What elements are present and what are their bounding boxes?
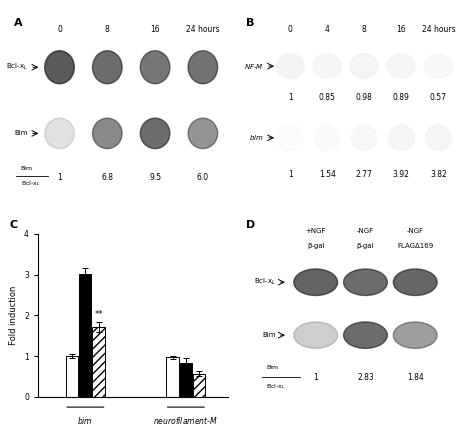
Text: $\it{bim}$: $\it{bim}$ <box>77 415 93 426</box>
Text: **: ** <box>94 310 103 318</box>
Bar <box>92 327 105 397</box>
Text: Bim: Bim <box>14 131 27 136</box>
Text: $NF$-$M$: $NF$-$M$ <box>244 62 264 71</box>
Text: 2.83: 2.83 <box>357 373 374 381</box>
Ellipse shape <box>140 118 170 149</box>
Text: -NGF: -NGF <box>357 228 374 234</box>
Text: 16: 16 <box>396 26 406 34</box>
Ellipse shape <box>294 322 337 348</box>
Y-axis label: Fold induction: Fold induction <box>9 286 18 345</box>
Text: 8: 8 <box>105 26 109 34</box>
Ellipse shape <box>344 322 387 348</box>
Text: 0: 0 <box>288 26 292 34</box>
Text: +NGF: +NGF <box>305 228 326 234</box>
Ellipse shape <box>424 54 453 78</box>
Text: 8: 8 <box>362 26 366 34</box>
Text: 4: 4 <box>325 26 329 34</box>
Ellipse shape <box>393 322 437 348</box>
Text: 0: 0 <box>57 26 62 34</box>
Text: 1: 1 <box>313 373 318 381</box>
Ellipse shape <box>277 125 303 150</box>
Ellipse shape <box>344 269 387 295</box>
Bar <box>66 356 78 397</box>
Ellipse shape <box>388 125 414 150</box>
Text: β-gal: β-gal <box>307 243 324 250</box>
Text: β-gal: β-gal <box>357 243 374 250</box>
Text: A: A <box>14 18 23 28</box>
Ellipse shape <box>45 51 74 84</box>
Text: 6.8: 6.8 <box>101 173 113 182</box>
Text: 3.82: 3.82 <box>430 170 447 179</box>
Ellipse shape <box>387 54 415 78</box>
Text: 1.84: 1.84 <box>407 373 424 381</box>
Ellipse shape <box>92 118 122 149</box>
Ellipse shape <box>314 125 340 150</box>
Text: 1: 1 <box>288 93 292 101</box>
Ellipse shape <box>294 269 337 295</box>
Text: 24 hours: 24 hours <box>186 26 219 34</box>
Ellipse shape <box>313 54 341 78</box>
Text: D: D <box>246 220 256 231</box>
Text: 0.57: 0.57 <box>430 93 447 101</box>
Text: Bcl-x$_L$: Bcl-x$_L$ <box>254 277 276 288</box>
Text: Bim: Bim <box>21 165 33 171</box>
Text: $bim$: $bim$ <box>249 133 264 142</box>
Text: 0.89: 0.89 <box>393 93 410 101</box>
Text: 0.85: 0.85 <box>319 93 336 101</box>
Text: 3.92: 3.92 <box>393 170 410 179</box>
Ellipse shape <box>92 51 122 84</box>
Text: Bim: Bim <box>263 332 276 338</box>
Ellipse shape <box>393 269 437 295</box>
Text: 2.77: 2.77 <box>356 170 373 179</box>
Text: $\it{neurofilament}$-$\it{M}$: $\it{neurofilament}$-$\it{M}$ <box>154 415 218 426</box>
Bar <box>193 374 205 397</box>
Ellipse shape <box>45 118 74 149</box>
Ellipse shape <box>350 54 378 78</box>
Text: Bcl-x$_L$: Bcl-x$_L$ <box>6 62 27 72</box>
Ellipse shape <box>351 125 377 150</box>
Text: 16: 16 <box>150 26 160 34</box>
Text: 1: 1 <box>57 173 62 182</box>
Ellipse shape <box>276 54 304 78</box>
Ellipse shape <box>425 125 451 150</box>
Text: FLAGΔ169: FLAGΔ169 <box>397 243 433 250</box>
Text: B: B <box>246 18 255 28</box>
Ellipse shape <box>140 51 170 84</box>
Text: Bim: Bim <box>266 365 278 370</box>
Bar <box>79 274 91 397</box>
Text: 9.5: 9.5 <box>149 173 161 182</box>
Text: 24 hours: 24 hours <box>421 26 455 34</box>
Text: 6.0: 6.0 <box>197 173 209 182</box>
Text: C: C <box>9 220 18 231</box>
Text: 1.54: 1.54 <box>319 170 336 179</box>
Text: Bcl-x$_L$: Bcl-x$_L$ <box>21 179 40 188</box>
Text: Bcl-x$_L$: Bcl-x$_L$ <box>266 382 285 392</box>
Text: -NGF: -NGF <box>407 228 424 234</box>
Text: 1: 1 <box>288 170 292 179</box>
Text: 0.98: 0.98 <box>356 93 373 101</box>
Bar <box>166 357 179 397</box>
Ellipse shape <box>188 51 218 84</box>
Bar <box>180 363 192 397</box>
Ellipse shape <box>188 118 218 149</box>
